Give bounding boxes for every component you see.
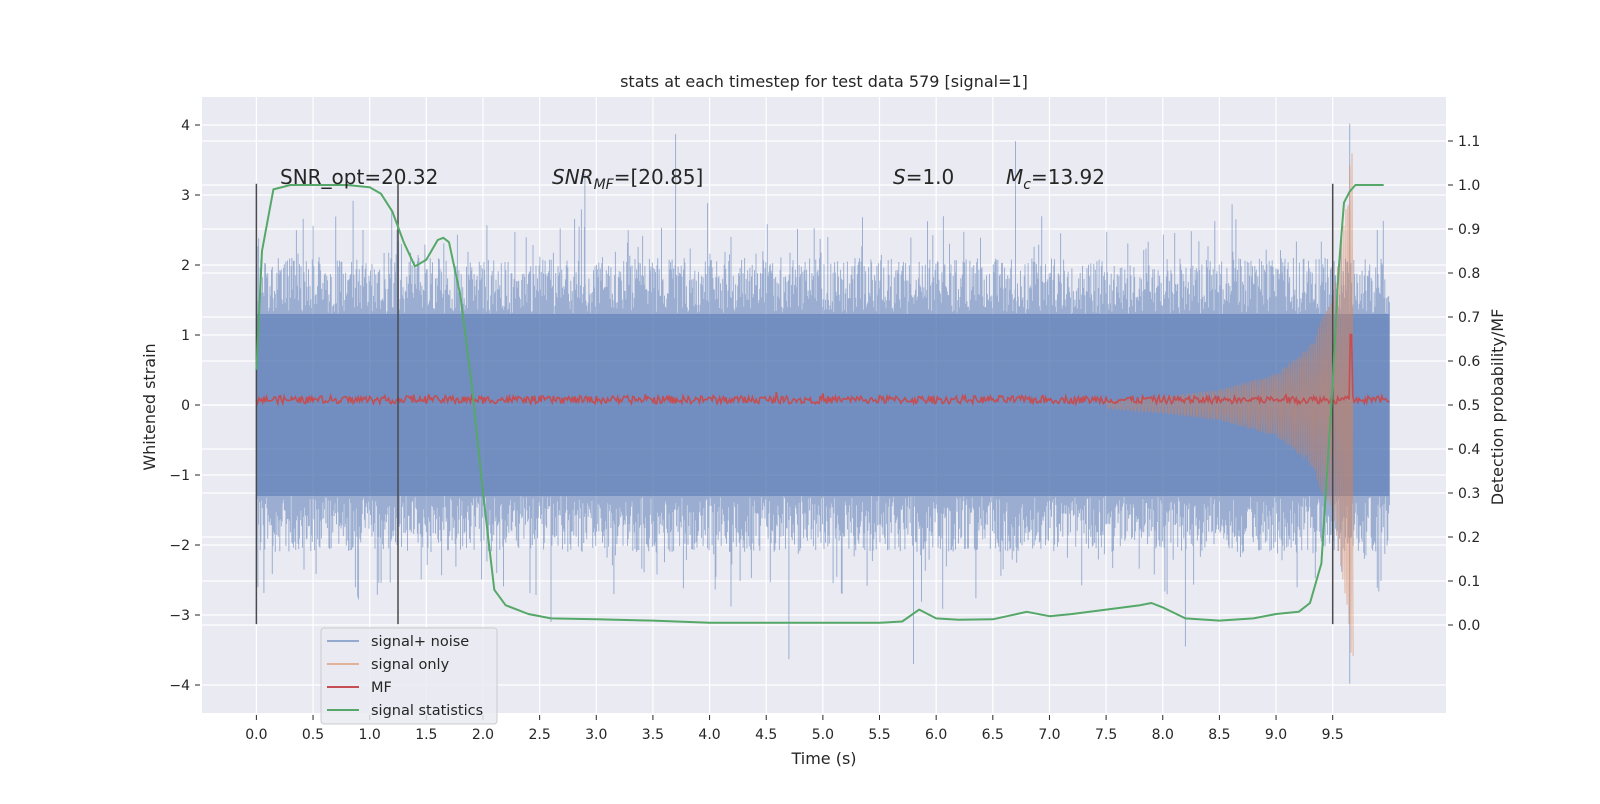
y2-tick-label: 0.2 [1458,530,1480,546]
snr-mf-value: =[20.85] [614,165,704,189]
x-tick-label: 8.0 [1152,727,1174,743]
y2-tick-label: 0.6 [1458,354,1480,370]
vertical-markers [255,183,1334,625]
x-axis-label: Time (s) [790,749,856,768]
snr-mf-name: SNR [552,165,594,189]
y-tick-label: 3 [181,188,190,204]
x-tick-label: 2.5 [528,727,550,743]
x-tick-label: 2.0 [472,727,494,743]
y-tick-label: −3 [169,608,190,624]
x-tick-label: 7.5 [1095,727,1117,743]
legend-label-signal-noise: signal+ noise [371,634,469,650]
y2-tick-label: 0.1 [1458,574,1480,590]
x-tick-label: 9.5 [1322,727,1344,743]
legend-label-signal-only: signal only [371,657,450,673]
y-tick-label: −1 [169,468,190,484]
y-tick-label: −2 [169,538,190,554]
y2-tick-label: 0.8 [1458,266,1480,282]
mf-line [255,333,1390,407]
y2-tick-label: 0.5 [1458,398,1480,414]
y2-axis-label: Detection probability/MF [1488,309,1507,506]
signal-only-line [1105,153,1354,657]
y-tick-label: 0 [181,398,190,414]
x-tick-label: 9.0 [1265,727,1287,743]
mc-value: =13.92 [1031,165,1105,189]
x-tick-label: 5.5 [868,727,890,743]
x-tick-label: 6.5 [982,727,1004,743]
x-tick-label: 0.0 [245,727,267,743]
data-layer [255,123,1390,684]
x-tick-label: 4.5 [755,727,777,743]
legend-label-signal-statistics: signal statistics [371,703,483,719]
x-tick-label: 5.0 [812,727,834,743]
x-tick-label: 3.5 [642,727,664,743]
annotation-snr-mf: SNRMF=[20.85] [552,165,703,193]
x-tick-label: 0.5 [302,727,324,743]
x-tick-label: 8.5 [1208,727,1230,743]
y-tick-label: 2 [181,258,190,274]
y2-tick-label: 1.1 [1458,134,1480,150]
series-signal-statistics [255,184,1384,624]
s-name: S [893,165,906,189]
y-tick-label: 4 [181,118,190,134]
y2-tick-label: 0.9 [1458,222,1480,238]
annotations: SNR_opt=20.32 SNRMF=[20.85] S=1.0 Mc=13.… [280,165,1105,193]
annotation-s: S=1.0 [893,165,954,189]
y2-tick-label: 0.4 [1458,442,1480,458]
x-tick-label: 3.0 [585,727,607,743]
x-tick-label: 4.0 [698,727,720,743]
y2-tick-label: 1.0 [1458,178,1480,194]
y2-tick-label: 0.3 [1458,486,1480,502]
chart-title: stats at each timestep for test data 579… [620,72,1028,91]
x-tick-label: 1.0 [359,727,381,743]
signal-statistics-line [255,184,1384,624]
series-signal-only [1105,153,1354,657]
annotation-mc: Mc=13.92 [1006,165,1105,193]
legend-label-mf: MF [371,680,392,696]
snr-mf-sub: MF [594,177,615,193]
x-tick-label: 7.0 [1038,727,1060,743]
y-tick-label: −4 [169,678,190,694]
x-tick-label: 6.0 [925,727,947,743]
annotation-snr-opt: SNR_opt=20.32 [280,165,438,189]
legend-box [320,627,498,725]
s-value: =1.0 [906,165,955,189]
y2-tick-label: 0.0 [1458,618,1480,634]
y-axis-label: Whitened strain [140,343,159,470]
series-mf [255,333,1390,407]
legend: signal+ noise signal only MF signal stat… [320,627,498,725]
x-tick-label: 1.5 [415,727,437,743]
axis-ticks: 0.0 0.5 1.0 1.5 2.0 2.5 3.0 3.5 4.0 4.5 5.0 5.5 6.0 6… [169,118,1480,743]
y2-tick-label: 0.7 [1458,310,1480,326]
y-tick-label: 1 [181,328,190,344]
mc-name: M [1006,165,1023,189]
mc-sub: c [1023,177,1031,193]
